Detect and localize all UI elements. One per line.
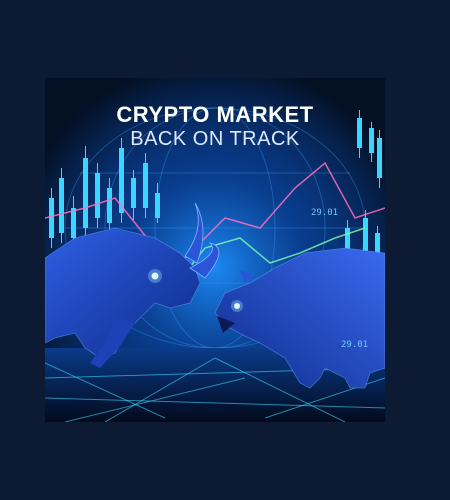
artwork-illustration xyxy=(45,78,385,422)
candlesticks-right xyxy=(345,110,382,266)
bear xyxy=(214,247,385,389)
bear-eye xyxy=(234,303,240,309)
trend-line-pink xyxy=(45,161,385,259)
bull xyxy=(45,202,220,368)
headline-line-2: BACK ON TRACK xyxy=(130,128,300,150)
bull-eye xyxy=(151,272,159,280)
crypto-market-artwork: CRYPTO MARKET BACK ON TRACK 29.01 29.01 xyxy=(45,78,385,422)
trend-line-green xyxy=(164,227,366,299)
headline: CRYPTO MARKET BACK ON TRACK xyxy=(45,102,385,150)
candlesticks-left xyxy=(49,138,160,248)
price-tag-top: 29.01 xyxy=(311,208,339,218)
headline-line-1: CRYPTO MARKET xyxy=(116,102,314,127)
price-tag-bottom: 29.01 xyxy=(341,340,369,350)
